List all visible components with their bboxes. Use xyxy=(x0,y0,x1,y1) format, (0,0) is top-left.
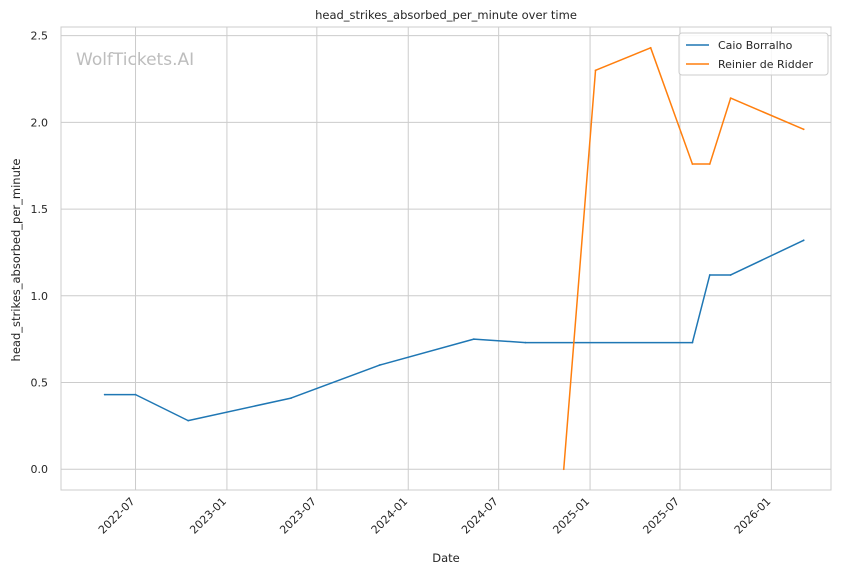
y-tick-label: 0.0 xyxy=(31,463,49,476)
y-tick-label: 2.5 xyxy=(31,30,49,43)
x-tick-label: 2024-07 xyxy=(459,495,501,537)
data-point xyxy=(802,128,805,131)
data-point xyxy=(472,338,475,341)
data-point xyxy=(378,364,381,367)
x-tick-labels: 2022-07 2023-01 2023-07 2024-01 2024-07 2025-… xyxy=(96,495,774,537)
y-tick-label: 1.0 xyxy=(31,290,49,303)
data-point xyxy=(802,239,805,242)
data-point xyxy=(187,419,190,422)
watermark-text: WolfTickets.AI xyxy=(76,50,194,70)
grid-lines xyxy=(61,27,831,490)
data-point xyxy=(691,163,694,165)
plot-frame xyxy=(60,26,832,491)
y-axis-label: head_strikes_absorbed_per_minute xyxy=(9,159,23,362)
data-point xyxy=(524,341,527,344)
data-point xyxy=(134,393,137,396)
series-layer xyxy=(103,46,805,471)
x-tick-label: 2026-01 xyxy=(732,495,774,537)
data-point xyxy=(649,46,652,49)
x-axis-label: Date xyxy=(432,551,460,565)
x-tick-label: 2023-01 xyxy=(187,495,229,537)
data-point xyxy=(103,393,106,396)
y-tick-label: 1.5 xyxy=(31,203,49,216)
data-point xyxy=(729,97,732,99)
y-tick-labels: 0.0 0.5 1.0 1.5 2.0 2.5 xyxy=(31,30,49,477)
data-point xyxy=(594,69,597,72)
x-tick-label: 2024-01 xyxy=(369,495,411,537)
y-tick-label: 0.5 xyxy=(31,376,49,389)
x-tick-label: 2025-01 xyxy=(550,495,592,537)
legend-label: Caio Borralho xyxy=(718,39,793,52)
data-point xyxy=(691,341,694,344)
data-point xyxy=(708,163,711,165)
data-point xyxy=(562,468,565,471)
legend: Caio Borralho Reinier de Ridder xyxy=(678,32,829,76)
legend-label: Reinier de Ridder xyxy=(718,58,813,71)
data-point xyxy=(290,397,292,399)
x-tick-label: 2025-07 xyxy=(640,495,682,537)
series-line-2 xyxy=(562,47,804,470)
x-tick-label: 2023-07 xyxy=(277,495,319,537)
chart-title: head_strikes_absorbed_per_minute over ti… xyxy=(315,8,577,22)
data-point xyxy=(729,274,732,276)
x-tick-label: 2022-07 xyxy=(96,495,138,537)
series-line-1 xyxy=(104,239,805,422)
legend-box xyxy=(678,32,829,76)
y-tick-label: 2.0 xyxy=(31,116,49,129)
data-point xyxy=(708,274,711,276)
